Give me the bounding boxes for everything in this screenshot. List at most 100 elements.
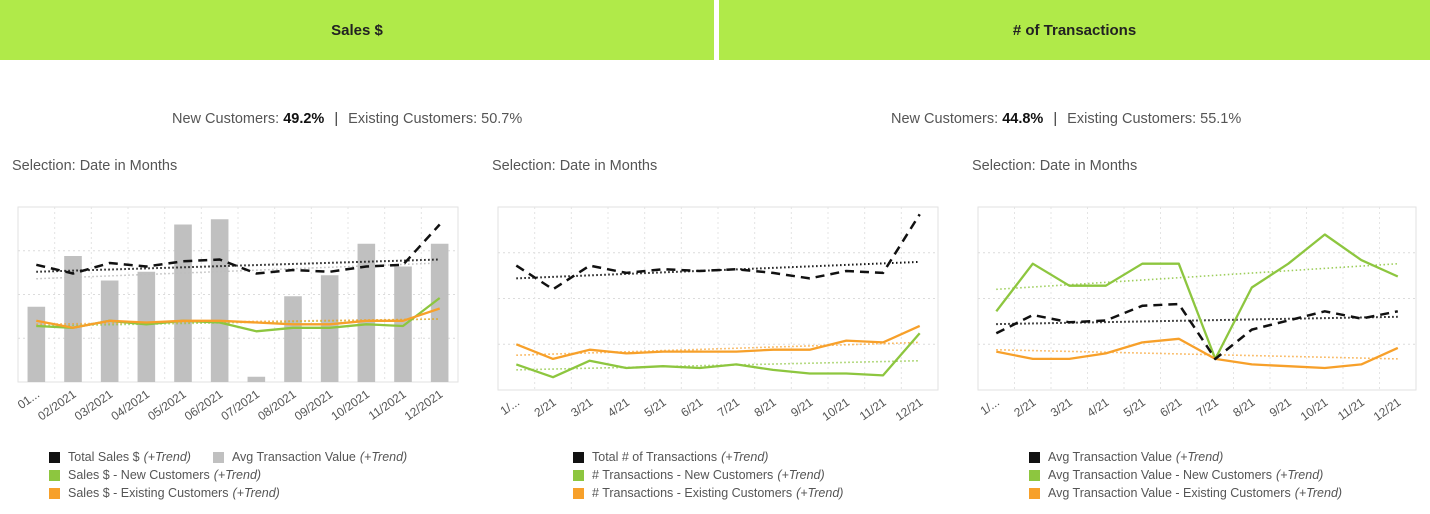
legend-label: Avg Transaction Value	[1048, 450, 1172, 464]
legend-label: Total # of Transactions	[592, 450, 718, 464]
legend-swatch	[49, 487, 60, 499]
x-tick-label: 5/21	[642, 395, 669, 420]
legend-suffix: (+Trend)	[359, 450, 408, 464]
legend-suffix: (+Trend)	[777, 468, 825, 482]
legend-item-existing[interactable]: Avg Transaction Value - Existing Custome…	[1029, 484, 1342, 502]
legend-item-total[interactable]: Total Sales $ (+Trend)	[49, 448, 191, 466]
series-line-new	[995, 233, 1399, 361]
sales-chart: 01...02/202103/202104/202105/202106/2021…	[15, 206, 459, 424]
legend-label: # Transactions - Existing Customers	[592, 486, 793, 500]
chart-title-3: Selection: Date in Months	[972, 158, 1138, 174]
legend-swatch	[49, 469, 60, 481]
summary-new-value: 44.8%	[1002, 111, 1044, 127]
header-transactions-label: # of Transactions	[1012, 21, 1137, 39]
legend-label: Avg Transaction Value - New Customers	[1048, 468, 1272, 482]
x-tick-label: 12/21	[893, 395, 926, 424]
summary-separator: |	[334, 111, 339, 127]
legend-swatch	[573, 469, 584, 481]
summary-transactions: New Customers: 44.8% | Existing Customer…	[891, 111, 1241, 127]
legend-suffix: (+Trend)	[1294, 486, 1343, 500]
x-tick-label: 11/21	[857, 395, 889, 423]
summary-separator: |	[1053, 111, 1058, 127]
summary-existing-label: Existing Customers:	[1067, 111, 1197, 127]
sales-chart-legend: Total Sales $ (+Trend) Avg Transaction Va…	[49, 448, 429, 502]
header-sales-label: Sales $	[331, 21, 383, 39]
header-transactions: # of Transactions	[719, 0, 1430, 60]
transactions-chart: 1/... 2/21 3/21 4/21 5/21 6/21 7/21 8/21 9/21 10/…	[497, 206, 939, 424]
series-line-new	[515, 332, 921, 379]
bar-avg-transaction-5	[174, 224, 192, 382]
trend-line-total	[996, 315, 1398, 326]
legend-label: Sales $ - New Customers	[68, 468, 210, 482]
bar-avg-transaction-4	[137, 271, 156, 382]
x-tick-label: 4/21	[605, 395, 632, 420]
bar-avg-transaction-6	[210, 219, 229, 382]
series-line-existing	[996, 337, 1399, 370]
legend-item-new[interactable]: Sales $ - New Customers (+Trend)	[49, 466, 261, 484]
x-tick-label: 10/21	[819, 395, 852, 424]
legend-item-bar[interactable]: Avg Transaction Value (+Trend)	[212, 448, 408, 466]
bar-avg-transaction-12	[430, 243, 449, 382]
series-line-existing	[36, 307, 441, 329]
series-line-existing	[515, 324, 921, 361]
x-tick-label: 01...	[15, 387, 42, 412]
trend-line-avg-transaction	[36, 262, 440, 280]
legend-swatch	[1029, 469, 1040, 481]
x-tick-label: 03/2021	[72, 387, 116, 424]
series-line-total	[515, 213, 921, 291]
x-tick-label: 4/21	[1084, 395, 1111, 420]
x-tick-label: 02/2021	[35, 387, 79, 424]
x-tick-label: 7/21	[1194, 395, 1221, 420]
transactions-chart-legend: Total # of Transactions (+Trend) # Transa…	[573, 448, 865, 502]
legend-item-new[interactable]: # Transactions - New Customers (+Trend)	[573, 466, 825, 484]
x-tick-label: 04/2021	[108, 387, 152, 424]
legend-swatch	[212, 451, 224, 463]
x-tick-label: 5/21	[1121, 395, 1148, 420]
x-tick-label: 9/21	[788, 395, 815, 420]
legend-suffix: (+Trend)	[232, 486, 280, 500]
x-tick-label: 05/2021	[145, 387, 189, 424]
bar-avg-transaction-2	[64, 256, 82, 382]
legend-label: Avg Transaction Value - Existing Custome…	[1048, 486, 1291, 500]
legend-item-new[interactable]: Avg Transaction Value - New Customers (+T…	[1029, 466, 1323, 484]
legend-label: # Transactions - New Customers	[592, 468, 774, 482]
x-tick-label: 6/21	[1157, 395, 1184, 420]
x-tick-label: 9/21	[1267, 395, 1294, 420]
trend-line-new	[996, 262, 1398, 291]
x-tick-label: 12/2021	[402, 387, 446, 424]
bar-avg-transaction-10	[357, 243, 376, 382]
legend-label: Avg Transaction Value	[231, 450, 356, 464]
bar-avg-transaction-11	[394, 266, 412, 382]
legend-suffix: (+Trend)	[1275, 468, 1324, 482]
legend-item-existing[interactable]: # Transactions - Existing Customers (+Tre…	[573, 484, 843, 502]
legend-suffix: (+Trend)	[213, 468, 262, 482]
legend-suffix: (+Trend)	[721, 450, 769, 464]
x-tick-label: 10/21	[1298, 395, 1331, 424]
avg-transaction-chart-legend: Avg Transaction Value (+Trend) Avg Transa…	[1029, 448, 1364, 502]
bar-avg-transaction-8	[284, 296, 302, 382]
legend-item-total[interactable]: Total # of Transactions (+Trend)	[573, 448, 768, 466]
x-tick-label: 6/21	[678, 395, 705, 420]
legend-item-existing[interactable]: Sales $ - Existing Customers (+Trend)	[49, 484, 280, 502]
x-tick-label: 07/2021	[218, 387, 262, 424]
legend-swatch	[573, 451, 584, 463]
summary-existing-value: 50.7%	[481, 111, 523, 127]
summary-existing-label: Existing Customers:	[348, 111, 478, 127]
legend-item-total[interactable]: Avg Transaction Value (+Trend)	[1029, 448, 1223, 466]
summary-existing-value: 55.1%	[1200, 111, 1242, 127]
x-tick-label: 2/21	[1011, 395, 1038, 420]
x-tick-label: 10/2021	[328, 387, 372, 424]
summary-new-label: New Customers:	[172, 111, 280, 127]
legend-label: Total Sales $	[68, 450, 140, 464]
header-sales: Sales $	[0, 0, 714, 60]
legend-swatch	[1029, 451, 1040, 463]
x-tick-label: 3/21	[568, 395, 595, 420]
legend-swatch	[573, 487, 584, 499]
chart-title-1: Selection: Date in Months	[12, 158, 178, 174]
x-tick-label: 8/21	[752, 395, 779, 420]
x-tick-label: 12/21	[1371, 395, 1404, 424]
x-tick-label: 11/21	[1335, 395, 1367, 423]
summary-new-value: 49.2%	[283, 111, 325, 127]
trend-line-new	[516, 359, 920, 371]
x-tick-label: 06/2021	[182, 387, 226, 424]
